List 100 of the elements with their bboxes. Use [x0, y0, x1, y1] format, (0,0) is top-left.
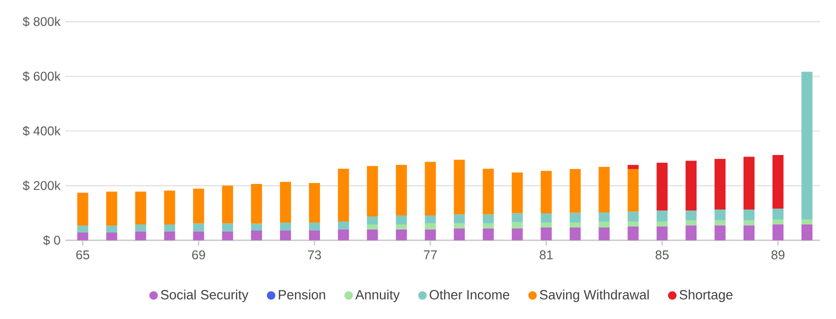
bar [744, 220, 755, 226]
bar [628, 164, 639, 169]
bar [366, 229, 378, 240]
bar [396, 224, 407, 230]
bar [77, 192, 88, 226]
bar [338, 221, 349, 230]
bar [454, 223, 465, 228]
bar [164, 231, 176, 240]
bar [686, 210, 697, 220]
bar [656, 226, 668, 240]
bar [686, 160, 697, 211]
legend-label: Shortage [680, 290, 732, 302]
bar [598, 212, 610, 222]
bar [628, 221, 639, 226]
bar [628, 169, 639, 212]
bar [222, 223, 234, 232]
bar [570, 222, 581, 228]
bar [656, 210, 668, 222]
bar [308, 182, 320, 223]
bar [772, 155, 784, 209]
bar [106, 192, 118, 226]
x-tick-label: 89 [771, 250, 784, 260]
bar [628, 212, 639, 222]
bar [424, 229, 436, 240]
bar [193, 231, 204, 240]
bar [308, 230, 320, 240]
legend-label: Social Security [160, 290, 248, 302]
x-tick-label: 69 [192, 250, 206, 260]
bar [193, 223, 204, 232]
bar [656, 221, 668, 226]
bar [135, 224, 146, 232]
bar [512, 172, 523, 214]
bar [540, 170, 552, 214]
y-tick-label: $ 600k [22, 71, 61, 82]
bar [424, 223, 436, 230]
bar [106, 226, 118, 232]
bar [77, 226, 88, 232]
x-tick-label: 81 [540, 250, 553, 260]
x-tick-label: 65 [76, 250, 90, 260]
bar [366, 216, 378, 224]
bar [482, 214, 494, 224]
bar [424, 215, 436, 224]
y-tick-label: $ 200k [22, 180, 61, 191]
y-tick-label: $ 0 [43, 235, 60, 246]
x-tick-label: 85 [656, 250, 669, 260]
bar [744, 156, 755, 210]
bar [77, 232, 88, 240]
bar [280, 230, 292, 240]
bar [482, 228, 494, 240]
bar [366, 166, 378, 217]
bar [512, 213, 523, 222]
bar [308, 222, 320, 230]
bar [135, 231, 146, 240]
bar [686, 220, 697, 226]
legend-label: Pension [278, 290, 326, 300]
bar [744, 225, 755, 240]
bar [540, 227, 552, 240]
bar [598, 221, 610, 228]
bar [251, 184, 262, 224]
bar [744, 209, 755, 220]
bar [424, 162, 436, 216]
bar [222, 186, 234, 224]
bar [251, 230, 262, 240]
bar [454, 160, 465, 214]
bar [714, 225, 726, 240]
bar [396, 229, 407, 240]
bar [570, 227, 581, 240]
bar [801, 72, 812, 220]
bar [280, 222, 292, 230]
x-tick-label: 73 [308, 250, 321, 260]
bar [772, 220, 784, 224]
bar [164, 224, 176, 232]
bar [714, 209, 726, 220]
bar [714, 220, 726, 226]
bar [482, 168, 494, 214]
bar [164, 190, 176, 224]
x-tick-label: 77 [424, 250, 437, 260]
bar [338, 229, 349, 240]
bar [482, 223, 494, 228]
bar [540, 222, 552, 228]
bar [135, 192, 146, 224]
bar [512, 222, 523, 228]
legend-label: Annuity [355, 290, 400, 302]
bar [512, 228, 523, 240]
bar [396, 164, 407, 216]
bar [280, 182, 292, 223]
bar [251, 224, 262, 230]
bar [801, 220, 812, 224]
legend-label: Saving Withdrawal [540, 290, 649, 302]
bar [772, 208, 784, 220]
bar [396, 215, 407, 224]
legend-label: Other Income [430, 290, 510, 300]
bar [598, 227, 610, 240]
bar [801, 224, 812, 240]
bar [686, 225, 697, 240]
bar [338, 168, 349, 222]
y-tick-label: $ 400k [22, 126, 61, 136]
bar [570, 212, 581, 223]
bar [222, 231, 234, 240]
y-tick-label: $ 800k [22, 16, 61, 27]
